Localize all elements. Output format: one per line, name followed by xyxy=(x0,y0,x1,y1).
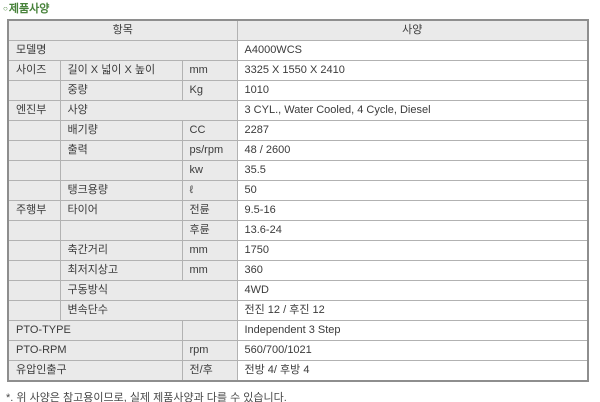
spec-label-cell: 전륜 xyxy=(181,200,238,221)
table-row: 최저지상고 mm 360 xyxy=(7,260,589,281)
spec-label-cell: CC xyxy=(181,120,238,141)
table-row: 변속단수 전진 12 / 후진 12 xyxy=(7,300,589,321)
table-row: 사이즈 길이 X 넓이 X 높이 mm 3325 X 1550 X 2410 xyxy=(7,60,589,81)
spec-value-cell: 전진 12 / 후진 12 xyxy=(236,300,589,321)
spec-label-cell: 사이즈 xyxy=(7,60,61,81)
spec-label-cell: 구동방식 xyxy=(59,280,238,301)
spec-label-cell xyxy=(181,320,238,341)
table-row: 구동방식 4WD xyxy=(7,280,589,301)
spec-label-cell: 변속단수 xyxy=(59,300,238,321)
spec-label-cell xyxy=(7,80,61,101)
spec-label-cell: 타이어 xyxy=(59,200,183,221)
spec-label-cell: 모델명 xyxy=(7,40,238,61)
spec-value-cell: 360 xyxy=(236,260,589,281)
spec-label-cell: PTO-RPM xyxy=(7,340,183,361)
spec-label-cell: Kg xyxy=(181,80,238,101)
spec-label-cell: mm xyxy=(181,240,238,261)
spec-label-cell: PTO-TYPE xyxy=(7,320,183,341)
spec-label-cell: 후륜 xyxy=(181,220,238,241)
spec-label-cell: mm xyxy=(181,60,238,81)
spec-label-cell: 사양 xyxy=(59,100,238,121)
section-title-text: 제품사양 xyxy=(8,3,50,15)
spec-label-cell: ℓ xyxy=(181,180,238,201)
section-title: ○제품사양 xyxy=(3,3,600,16)
spec-value-cell: 9.5-16 xyxy=(236,200,589,221)
spec-value-cell: 전방 4/ 후방 4 xyxy=(236,360,589,382)
spec-label-cell xyxy=(7,180,61,201)
spec-value-cell: 13.6-24 xyxy=(236,220,589,241)
table-row: 주행부 타이어 전륜 9.5-16 xyxy=(7,200,589,221)
spec-label-cell: 유압인출구 xyxy=(7,360,183,382)
spec-label-cell: mm xyxy=(181,260,238,281)
table-row: 탱크용량 ℓ 50 xyxy=(7,180,589,201)
spec-table: 항목 사양 모델명 A4000WCS 사이즈 길이 X 넓이 X 높이 mm 3325 X… xyxy=(7,19,589,382)
spec-label-cell xyxy=(7,120,61,141)
spec-label-cell: rpm xyxy=(181,340,238,361)
table-row: PTO-TYPE Independent 3 Step xyxy=(7,320,589,341)
spec-label-cell: 주행부 xyxy=(7,200,61,221)
spec-value-cell: 35.5 xyxy=(236,160,589,181)
spec-label-cell: 중량 xyxy=(59,80,183,101)
spec-label-cell xyxy=(7,260,61,281)
spec-label-cell xyxy=(7,220,61,241)
table-row: 엔진부 사양 3 CYL., Water Cooled, 4 Cycle, Dies… xyxy=(7,100,589,121)
spec-label-cell xyxy=(7,280,61,301)
table-row: kw 35.5 xyxy=(7,160,589,181)
spec-value-cell: 50 xyxy=(236,180,589,201)
spec-value-cell: A4000WCS xyxy=(236,40,589,61)
spec-label-cell: 축간거리 xyxy=(59,240,183,261)
spec-table-header-row: 항목 사양 xyxy=(7,19,589,41)
spec-value-cell: 4WD xyxy=(236,280,589,301)
spec-label-cell: 최저지상고 xyxy=(59,260,183,281)
spec-value-cell: 3325 X 1550 X 2410 xyxy=(236,60,589,81)
spec-value-cell: 1750 xyxy=(236,240,589,261)
header-item-cell: 항목 xyxy=(7,19,238,41)
header-spec-cell: 사양 xyxy=(236,19,589,41)
table-row: PTO-RPM rpm 560/700/1021 xyxy=(7,340,589,361)
footnote: *. 위 사양은 참고용이므로, 실제 제품사양과 다를 수 있습니다. xyxy=(6,392,287,402)
spec-label-cell xyxy=(59,160,183,181)
table-row: 중량 Kg 1010 xyxy=(7,80,589,101)
table-row: 축간거리 mm 1750 xyxy=(7,240,589,261)
spec-label-cell: ps/rpm xyxy=(181,140,238,161)
spec-value-cell: 3 CYL., Water Cooled, 4 Cycle, Diesel xyxy=(236,100,589,121)
circle-bullet-icon: ○ xyxy=(3,4,8,13)
spec-label-cell: 전/후 xyxy=(181,360,238,382)
spec-label-cell: 출력 xyxy=(59,140,183,161)
table-row: 모델명 A4000WCS xyxy=(7,40,589,61)
spec-value-cell: 2287 xyxy=(236,120,589,141)
spec-label-cell: kw xyxy=(181,160,238,181)
table-row: 배기량 CC 2287 xyxy=(7,120,589,141)
spec-label-cell xyxy=(7,300,61,321)
spec-label-cell: 길이 X 넓이 X 높이 xyxy=(59,60,183,81)
spec-value-cell: 1010 xyxy=(236,80,589,101)
spec-label-cell xyxy=(7,140,61,161)
spec-label-cell xyxy=(59,220,183,241)
spec-label-cell: 배기량 xyxy=(59,120,183,141)
spec-value-cell: Independent 3 Step xyxy=(236,320,589,341)
spec-table-body: 모델명 A4000WCS 사이즈 길이 X 넓이 X 높이 mm 3325 X 1550 … xyxy=(7,40,589,382)
spec-label-cell: 엔진부 xyxy=(7,100,61,121)
table-row: 후륜 13.6-24 xyxy=(7,220,589,241)
spec-label-cell xyxy=(7,240,61,261)
table-row: 출력 ps/rpm 48 / 2600 xyxy=(7,140,589,161)
spec-value-cell: 48 / 2600 xyxy=(236,140,589,161)
spec-label-cell xyxy=(7,160,61,181)
spec-value-cell: 560/700/1021 xyxy=(236,340,589,361)
spec-label-cell: 탱크용량 xyxy=(59,180,183,201)
table-row: 유압인출구 전/후 전방 4/ 후방 4 xyxy=(7,360,589,382)
